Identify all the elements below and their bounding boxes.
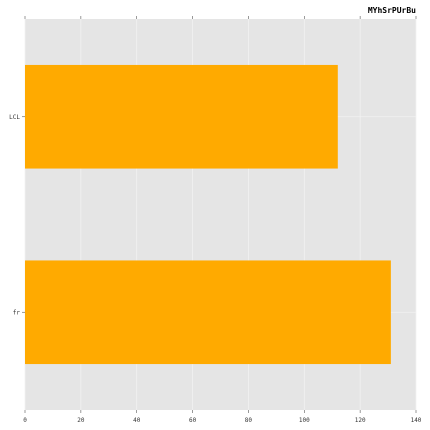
x-tick-label: 40 (133, 417, 141, 424)
x-tick-label: 80 (245, 417, 253, 424)
x-tick-label: 0 (23, 417, 27, 424)
x-tick-label: 140 (411, 417, 422, 424)
bars (25, 64, 391, 365)
axes: 0 20 40 60 80 100 120 140 LCL fr (9, 16, 422, 424)
x-tick-label: 20 (77, 417, 85, 424)
chart-title: MYhSrPUrBu (368, 6, 416, 15)
y-tick-label: fr (13, 309, 21, 316)
x-tick-label: 60 (189, 417, 197, 424)
x-tick-label: 120 (355, 417, 366, 424)
bar-fr (25, 260, 391, 365)
x-tick-label: 100 (299, 417, 310, 424)
y-tick-label: LCL (9, 114, 20, 121)
bar-lcl (25, 64, 338, 169)
